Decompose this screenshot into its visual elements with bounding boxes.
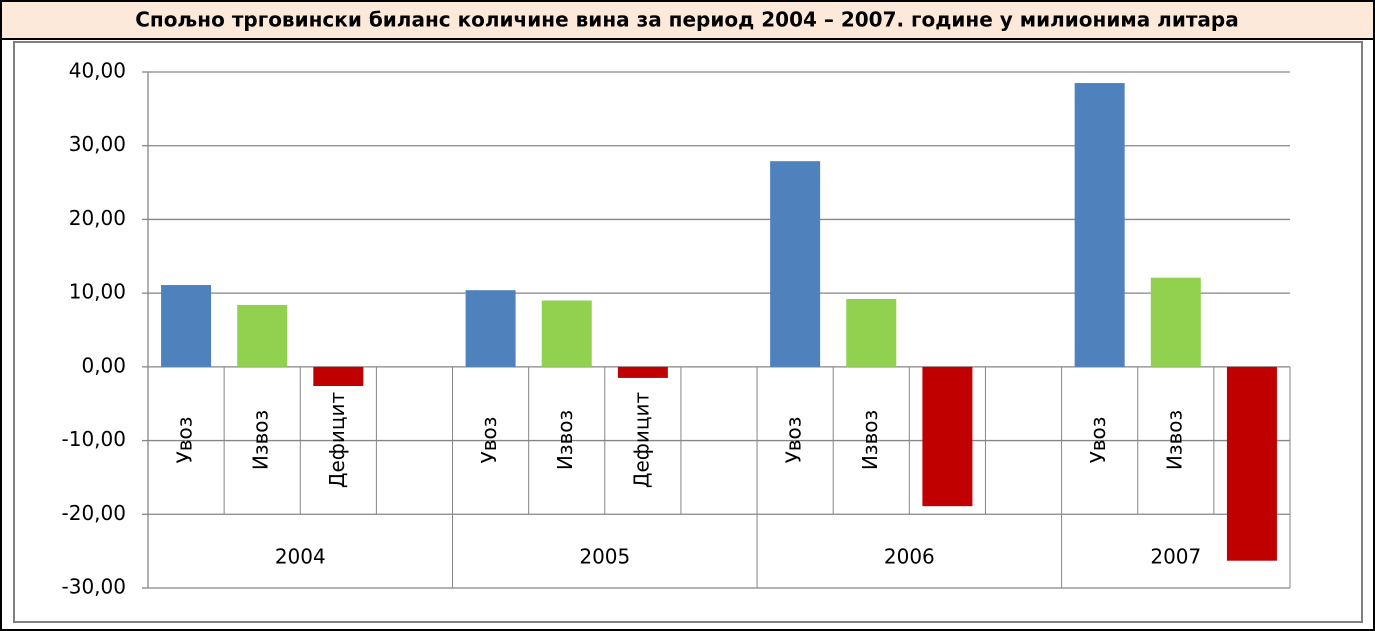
bar — [161, 285, 212, 367]
category-label: Извоз — [858, 410, 882, 470]
category-label: Увоз — [477, 417, 501, 464]
bar — [770, 161, 821, 367]
y-tick-label: 30,00 — [69, 132, 126, 156]
category-label: Увоз — [782, 417, 806, 464]
y-tick-label: -30,00 — [62, 575, 126, 599]
bar — [313, 366, 364, 387]
y-tick-label: 40,00 — [69, 59, 126, 83]
bar — [922, 366, 973, 507]
bar — [846, 299, 897, 367]
bar — [617, 366, 668, 378]
category-label: Извоз — [1162, 410, 1186, 470]
y-tick-label: -20,00 — [62, 501, 126, 525]
chart-title: Спољно трговински биланс количине вина з… — [135, 8, 1238, 32]
bar — [237, 304, 288, 367]
y-tick-label: -10,00 — [62, 427, 126, 451]
group-label: 2006 — [884, 545, 935, 569]
bar — [1074, 83, 1125, 367]
bar — [465, 290, 516, 367]
y-tick-label: 10,00 — [69, 280, 126, 304]
bar — [1226, 366, 1277, 561]
category-label: Извоз — [249, 410, 273, 470]
category-label: Дефицит — [629, 392, 653, 489]
category-label: Дефицит — [325, 392, 349, 489]
title-bar — [0, 0, 1375, 40]
bar — [541, 300, 592, 367]
chart-area — [13, 41, 1363, 623]
group-label: 2004 — [275, 545, 326, 569]
y-tick-label: 20,00 — [69, 206, 126, 230]
category-label: Увоз — [1086, 417, 1110, 464]
category-label: Извоз — [553, 410, 577, 470]
category-label: Увоз — [173, 417, 197, 464]
group-label: 2007 — [1150, 545, 1201, 569]
bar — [1150, 277, 1201, 367]
group-label: 2005 — [579, 545, 630, 569]
y-tick-label: 0,00 — [81, 353, 126, 377]
